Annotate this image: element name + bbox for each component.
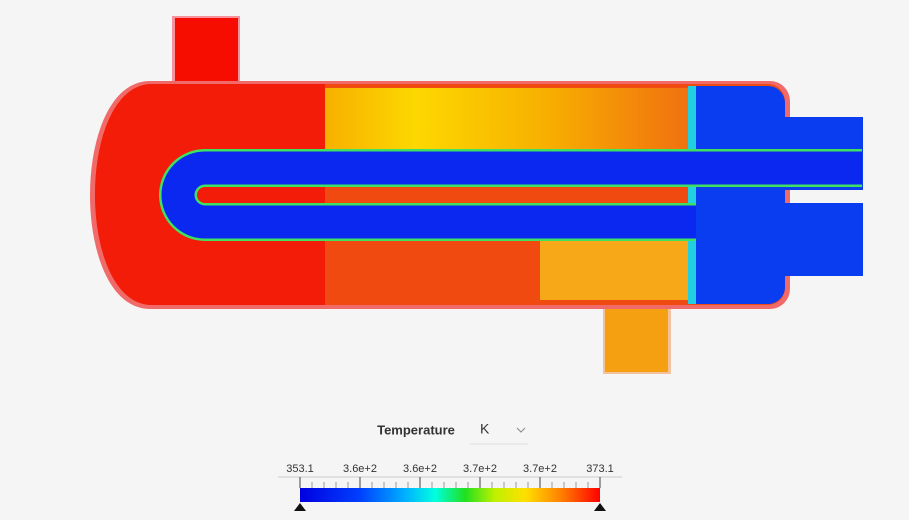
model — [90, 16, 863, 374]
unit[interactable]: K — [480, 421, 490, 437]
tick-label: 3.6e+2 — [403, 463, 437, 475]
tick-label: 3.6e+2 — [343, 463, 377, 475]
range-marker — [294, 503, 306, 511]
tick-label: 373.1 — [586, 463, 614, 475]
tick-label: 3.7e+2 — [523, 463, 557, 475]
colorbar — [300, 488, 600, 502]
tick-label: 3.7e+2 — [463, 463, 497, 475]
chevron[interactable] — [516, 427, 526, 433]
legend-title: Temperature — [377, 422, 455, 437]
tick-label: 353.1 — [286, 463, 314, 475]
range-marker — [594, 503, 606, 511]
unit-dropdown[interactable]: K — [470, 421, 528, 445]
